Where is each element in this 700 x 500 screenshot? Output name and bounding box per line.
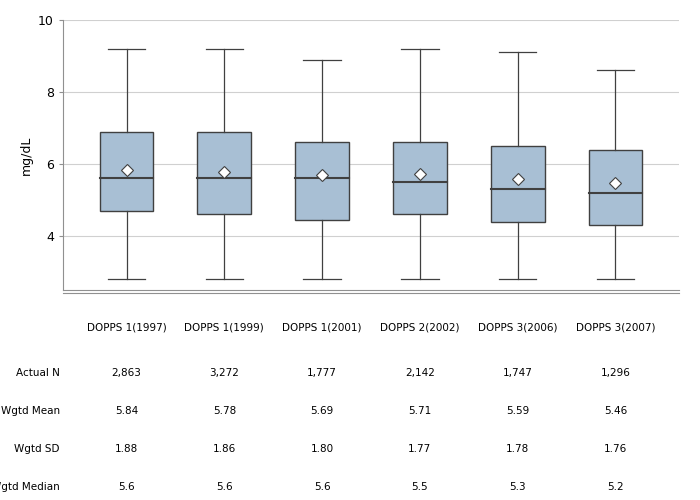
Text: 1.80: 1.80 bbox=[311, 444, 334, 454]
Text: Wgtd SD: Wgtd SD bbox=[15, 444, 60, 454]
Text: 1.78: 1.78 bbox=[506, 444, 529, 454]
Text: 5.84: 5.84 bbox=[115, 406, 138, 416]
Text: 5.69: 5.69 bbox=[311, 406, 334, 416]
Text: Wgtd Mean: Wgtd Mean bbox=[1, 406, 60, 416]
Text: 5.3: 5.3 bbox=[510, 482, 526, 492]
Text: 5.6: 5.6 bbox=[216, 482, 232, 492]
Text: DOPPS 2(2002): DOPPS 2(2002) bbox=[380, 323, 460, 333]
Bar bbox=[295, 142, 349, 220]
Text: 2,142: 2,142 bbox=[405, 368, 435, 378]
Text: DOPPS 1(1999): DOPPS 1(1999) bbox=[185, 323, 264, 333]
Text: 5.78: 5.78 bbox=[213, 406, 236, 416]
Text: Actual N: Actual N bbox=[16, 368, 60, 378]
Text: 5.46: 5.46 bbox=[604, 406, 627, 416]
Y-axis label: mg/dL: mg/dL bbox=[20, 136, 32, 174]
Text: 1.76: 1.76 bbox=[604, 444, 627, 454]
Text: DOPPS 1(1997): DOPPS 1(1997) bbox=[87, 323, 167, 333]
Bar bbox=[589, 150, 643, 225]
Text: 5.6: 5.6 bbox=[314, 482, 330, 492]
Text: 2,863: 2,863 bbox=[111, 368, 141, 378]
Bar bbox=[197, 132, 251, 214]
Text: 5.5: 5.5 bbox=[412, 482, 428, 492]
Text: 5.6: 5.6 bbox=[118, 482, 135, 492]
Bar bbox=[491, 146, 545, 222]
Text: 1,777: 1,777 bbox=[307, 368, 337, 378]
Text: 1,296: 1,296 bbox=[601, 368, 631, 378]
Text: 1,747: 1,747 bbox=[503, 368, 533, 378]
Text: Wgtd Median: Wgtd Median bbox=[0, 482, 60, 492]
Text: 1.88: 1.88 bbox=[115, 444, 138, 454]
Text: DOPPS 1(2001): DOPPS 1(2001) bbox=[282, 323, 362, 333]
Text: 1.86: 1.86 bbox=[213, 444, 236, 454]
Text: 5.2: 5.2 bbox=[607, 482, 624, 492]
Text: DOPPS 3(2007): DOPPS 3(2007) bbox=[575, 323, 655, 333]
Text: 1.77: 1.77 bbox=[408, 444, 431, 454]
Bar bbox=[393, 142, 447, 214]
Bar bbox=[99, 132, 153, 211]
Text: 3,272: 3,272 bbox=[209, 368, 239, 378]
Text: 5.71: 5.71 bbox=[408, 406, 431, 416]
Text: 5.59: 5.59 bbox=[506, 406, 529, 416]
Text: DOPPS 3(2006): DOPPS 3(2006) bbox=[478, 323, 557, 333]
